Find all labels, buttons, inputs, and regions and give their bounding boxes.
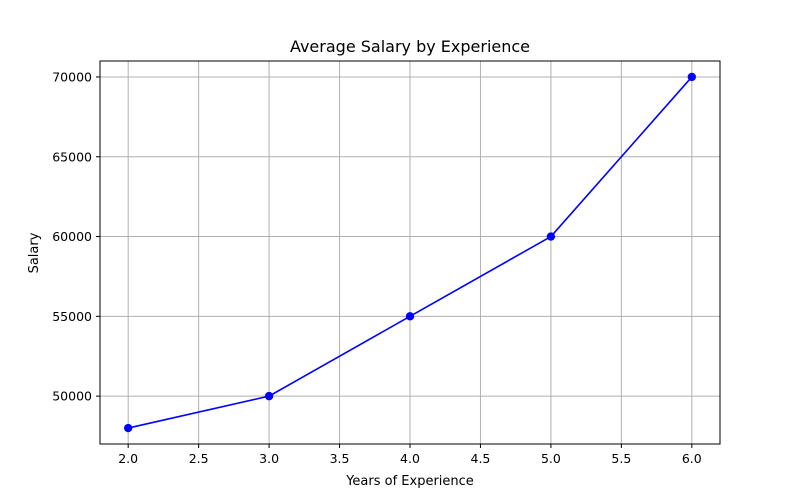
y-tick-label: 65000 xyxy=(52,149,92,164)
x-tick-label: 4.5 xyxy=(471,451,491,466)
data-point xyxy=(123,423,133,433)
y-tick-label: 60000 xyxy=(52,229,92,244)
data-point xyxy=(687,72,697,82)
grid xyxy=(100,61,720,444)
chart-title: Average Salary by Experience xyxy=(290,37,530,56)
y-axis-ticks: 50000 55000 60000 65000 70000 xyxy=(52,69,100,404)
y-tick-label: 50000 xyxy=(52,389,92,404)
x-tick-label: 4.0 xyxy=(400,451,420,466)
y-axis-label: Salary xyxy=(27,232,42,273)
y-tick-label: 55000 xyxy=(52,309,92,324)
x-tick-label: 2.5 xyxy=(189,451,209,466)
x-axis-ticks: 2.0 2.5 3.0 3.5 4.0 4.5 5.0 5.5 6.0 xyxy=(118,444,702,466)
data-point xyxy=(264,391,274,401)
y-tick-label: 70000 xyxy=(52,69,92,84)
x-tick-label: 3.5 xyxy=(330,451,350,466)
x-tick-label: 2.0 xyxy=(118,451,138,466)
series-layer xyxy=(123,72,697,433)
x-axis-label: Years of Experience xyxy=(345,474,474,489)
data-point xyxy=(405,312,415,321)
x-tick-label: 5.0 xyxy=(541,451,561,466)
x-tick-label: 3.0 xyxy=(259,451,279,466)
x-tick-label: 5.5 xyxy=(611,451,631,466)
x-tick-label: 6.0 xyxy=(682,451,702,466)
data-point xyxy=(546,232,556,241)
